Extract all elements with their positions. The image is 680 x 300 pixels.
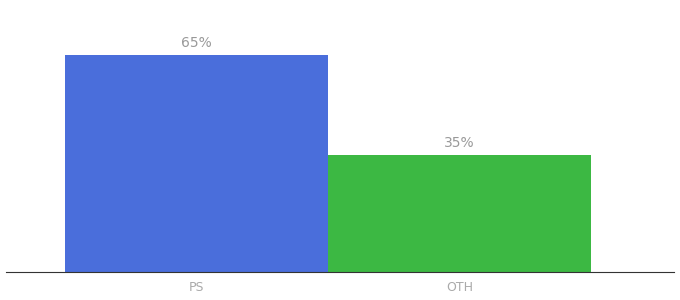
Bar <box>328 155 591 272</box>
Bar <box>65 56 328 272</box>
Text: 65%: 65% <box>182 37 212 50</box>
Text: 35%: 35% <box>444 136 475 150</box>
